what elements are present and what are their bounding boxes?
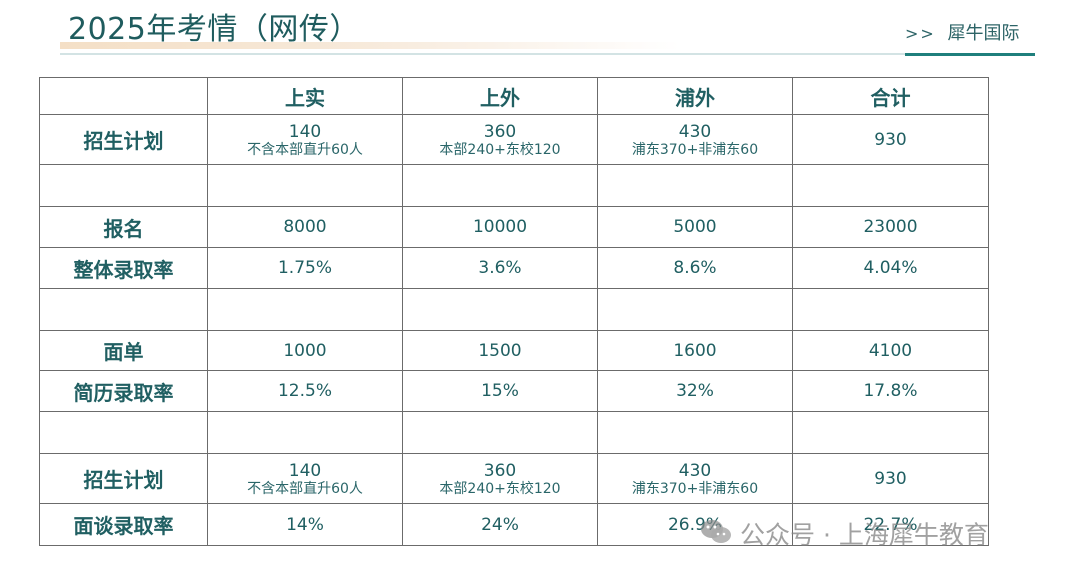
empty-cell <box>207 288 403 331</box>
empty-cell <box>39 288 208 331</box>
table-row: 招生计划 140 不含本部直升60人 360 本部240+东校120 430 浦东37… <box>39 453 989 504</box>
column-header: 上实 <box>207 77 403 115</box>
table-cell: 3.6% <box>402 247 598 289</box>
table-cell: 140 不含本部直升60人 <box>207 453 403 504</box>
empty-cell <box>597 288 793 331</box>
table-cell: 1500 <box>402 330 598 371</box>
row-label: 面谈录取率 <box>39 503 208 546</box>
admission-stats-table: 上实 上外 浦外 合计 招生计划 140 不含本部直升60人 360 本部240+东… <box>39 77 989 546</box>
empty-cell <box>207 411 403 454</box>
table-cell: 17.8% <box>792 370 989 412</box>
table-row: 整体录取率 1.75% 3.6% 8.6% 4.04% <box>39 247 989 289</box>
table-row: 简历录取率 12.5% 15% 32% 17.8% <box>39 370 989 412</box>
table-cell: 4.04% <box>792 247 989 289</box>
empty-cell <box>402 411 598 454</box>
watermark: 公众号 · 上海犀牛教育 <box>700 518 989 555</box>
brand-name: 犀牛国际 <box>947 23 1020 44</box>
watermark-text: 公众号 · 上海犀牛教育 <box>740 520 989 550</box>
table-cell: 14% <box>207 503 403 546</box>
double-chevron-icon: >> <box>905 24 936 43</box>
table-cell: 430 浦东370+非浦东60 <box>597 114 793 165</box>
header-divider <box>60 53 975 55</box>
table-row: 面谈录取率 14% 24% 26.9% 22.7% <box>39 503 989 546</box>
empty-cell <box>207 164 403 207</box>
table-cell: 1600 <box>597 330 793 371</box>
table-cell: 15% <box>402 370 598 412</box>
column-header: 合计 <box>792 77 989 115</box>
empty-cell <box>792 164 989 207</box>
empty-cell <box>39 164 208 207</box>
brand-label: >> 犀牛国际 <box>905 22 1020 46</box>
table-cell: 8.6% <box>597 247 793 289</box>
table-cell: 12.5% <box>207 370 403 412</box>
table-cell: 10000 <box>402 206 598 248</box>
spacer-row <box>39 411 989 454</box>
table-cell: 1000 <box>207 330 403 371</box>
table-cell: 8000 <box>207 206 403 248</box>
row-label: 面单 <box>39 330 208 371</box>
title-underline-band <box>60 42 680 49</box>
empty-cell <box>792 288 989 331</box>
column-header: 上外 <box>402 77 598 115</box>
table-cell: 5000 <box>597 206 793 248</box>
table-cell: 140 不含本部直升60人 <box>207 114 403 165</box>
table-cell: 24% <box>402 503 598 546</box>
row-label: 简历录取率 <box>39 370 208 412</box>
table-cell: 23000 <box>792 206 989 248</box>
table-row: 报名 8000 10000 5000 23000 <box>39 206 989 248</box>
brand-underline <box>905 53 1035 56</box>
table-row: 招生计划 140 不含本部直升60人 360 本部240+东校120 430 浦东37… <box>39 114 989 165</box>
empty-cell <box>597 411 793 454</box>
table-cell: 360 本部240+东校120 <box>402 453 598 504</box>
table-cell: 1.75% <box>207 247 403 289</box>
table-cell: 360 本部240+东校120 <box>402 114 598 165</box>
table-header-row: 上实 上外 浦外 合计 <box>39 77 989 115</box>
table-cell: 430 浦东370+非浦东60 <box>597 453 793 504</box>
table-cell: 4100 <box>792 330 989 371</box>
empty-cell <box>402 288 598 331</box>
spacer-row <box>39 288 989 331</box>
column-header: 浦外 <box>597 77 793 115</box>
row-label: 招生计划 <box>39 114 208 165</box>
row-label: 报名 <box>39 206 208 248</box>
page-title: 2025年考情（网传） <box>68 12 360 47</box>
empty-cell <box>402 164 598 207</box>
empty-cell <box>39 411 208 454</box>
empty-cell <box>597 164 793 207</box>
row-label: 招生计划 <box>39 453 208 504</box>
table-cell: 930 <box>792 114 989 165</box>
row-label: 整体录取率 <box>39 247 208 289</box>
wechat-icon <box>700 518 732 555</box>
table-cell: 22.7% <box>792 503 989 546</box>
empty-cell <box>792 411 989 454</box>
table-row: 面单 1000 1500 1600 4100 <box>39 330 989 371</box>
table-cell: 32% <box>597 370 793 412</box>
corner-cell <box>39 77 208 115</box>
spacer-row <box>39 164 989 207</box>
table-cell: 930 <box>792 453 989 504</box>
